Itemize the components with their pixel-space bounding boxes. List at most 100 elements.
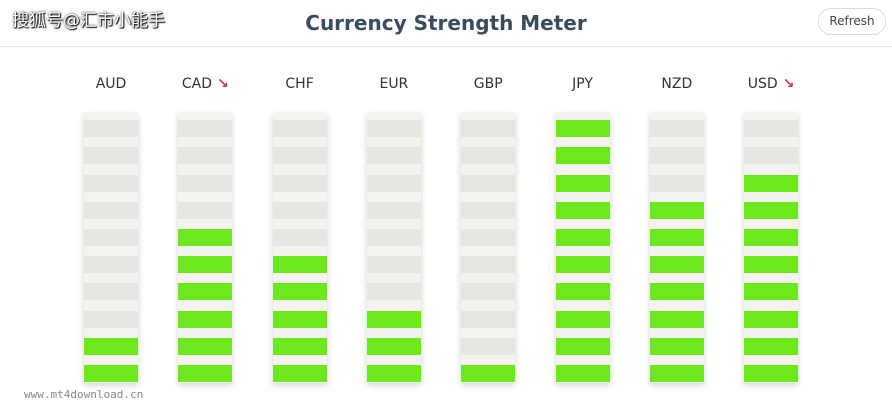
meter-segment-on: [366, 310, 421, 328]
meter-column: [744, 113, 799, 383]
watermark: www.mt4download.cn: [24, 388, 144, 401]
meter-segment-on: [555, 120, 610, 138]
meter-segment-on: [272, 283, 327, 301]
meter-segment-off: [272, 174, 327, 192]
meter-segment-on: [744, 256, 799, 274]
meter-segment-off: [461, 337, 516, 355]
currency-name: EUR: [379, 76, 409, 92]
meter-segment-on: [555, 229, 610, 246]
meter-segment-on: [84, 365, 138, 382]
meter-segment-off: [272, 120, 327, 138]
meter-segment-off: [461, 229, 516, 246]
currency-name: USD: [747, 76, 778, 92]
meter-segment-off: [461, 120, 516, 138]
currency-label: CHF: [253, 76, 347, 92]
meter-segment-on: [555, 310, 610, 328]
meter-segment-off: [366, 256, 421, 274]
meter-segment-on: [178, 283, 233, 301]
meter-segment-off: [366, 120, 421, 138]
meter-segment-on: [555, 283, 610, 301]
title: Currency Strength Meter: [305, 11, 587, 35]
meter-segment-off: [461, 283, 516, 301]
meter-segment-on: [649, 229, 704, 246]
meter-segment-off: [649, 147, 704, 165]
currency-label: USD ↘: [724, 76, 818, 92]
meter-segment-on: [649, 201, 704, 219]
meter-segment-on: [744, 283, 799, 301]
meter-segment-on: [744, 337, 799, 355]
currency-name: CHF: [285, 76, 314, 92]
meter-segment-off: [461, 147, 516, 165]
meter-segment-on: [84, 337, 138, 355]
meter-segment-off: [84, 283, 138, 301]
meter-segment-on: [366, 337, 421, 355]
currency-name: NZD: [661, 76, 693, 92]
meter-segment-off: [84, 147, 138, 165]
meter-segment-off: [178, 120, 233, 138]
meter-segment-off: [84, 229, 138, 246]
meter-segment-on: [744, 229, 799, 246]
meter-segment-on: [178, 310, 233, 328]
trend-arrow: ↘: [782, 76, 795, 92]
meter-segment-off: [272, 201, 327, 219]
meter-segment-on: [649, 337, 704, 355]
meter-segment-off: [178, 147, 233, 165]
meter-segment-on: [555, 256, 610, 274]
meter-segment-off: [649, 120, 704, 138]
meter-column: [366, 113, 421, 383]
meter-segment-off: [461, 201, 516, 219]
meter-segment-off: [84, 174, 138, 192]
meter-segment-on: [744, 310, 799, 328]
meter-segment-on: [744, 174, 799, 192]
meter-column: [178, 113, 233, 383]
meter-segment-on: [178, 256, 233, 274]
meter-segment-on: [178, 229, 233, 246]
trend-arrow: ↘: [217, 76, 229, 92]
meter-segment-off: [649, 174, 704, 192]
currency-label: JPY: [536, 76, 630, 92]
meter-segment-on: [649, 283, 704, 301]
meter-segment-on: [744, 201, 799, 219]
meter-column: [461, 113, 516, 383]
currency-name: JPY: [572, 76, 593, 92]
meter-segment-on: [272, 256, 327, 274]
meter-segment-on: [272, 310, 327, 328]
meter-segment-off: [178, 174, 233, 192]
meter-segment-on: [649, 310, 704, 328]
meter-column: [555, 113, 610, 383]
header: Currency Strength Meter Refresh: [0, 0, 892, 47]
meter-segment-off: [178, 201, 233, 219]
meter-segment-on: [649, 256, 704, 274]
currency-label: GBP: [441, 76, 535, 92]
meter-segment-on: [272, 365, 327, 382]
meter-segment-on: [555, 365, 610, 382]
meter-segment-on: [744, 365, 799, 382]
meter-segment-off: [744, 147, 799, 165]
meter-segment-on: [555, 201, 610, 219]
meter-column: [84, 113, 138, 383]
meter-segment-on: [555, 337, 610, 355]
currency-name: AUD: [95, 76, 127, 92]
watermark: 搜狐号@汇市小能手: [12, 11, 165, 31]
meter-segment-on: [366, 365, 421, 382]
currency-label: AUD: [64, 76, 158, 92]
meter-column: [272, 113, 327, 383]
currency-label: NZD: [630, 76, 724, 92]
meter-segment-off: [84, 256, 138, 274]
currency-name: CAD: [181, 76, 212, 92]
meter-segment-off: [461, 174, 516, 192]
meter-segment-on: [178, 365, 233, 382]
meter-segment-on: [649, 365, 704, 382]
meter-segment-on: [555, 147, 610, 165]
meter-column: [649, 113, 704, 383]
currency-label: EUR: [347, 76, 441, 92]
meter-segment-on: [178, 337, 233, 355]
meter-segment-off: [461, 256, 516, 274]
refresh-button[interactable]: Refresh: [818, 8, 886, 35]
meter-segment-off: [272, 147, 327, 165]
meter-segment-off: [461, 310, 516, 328]
meter-segment-on: [461, 365, 516, 382]
meter-segment-off: [84, 310, 138, 328]
meter-segment-on: [272, 337, 327, 355]
